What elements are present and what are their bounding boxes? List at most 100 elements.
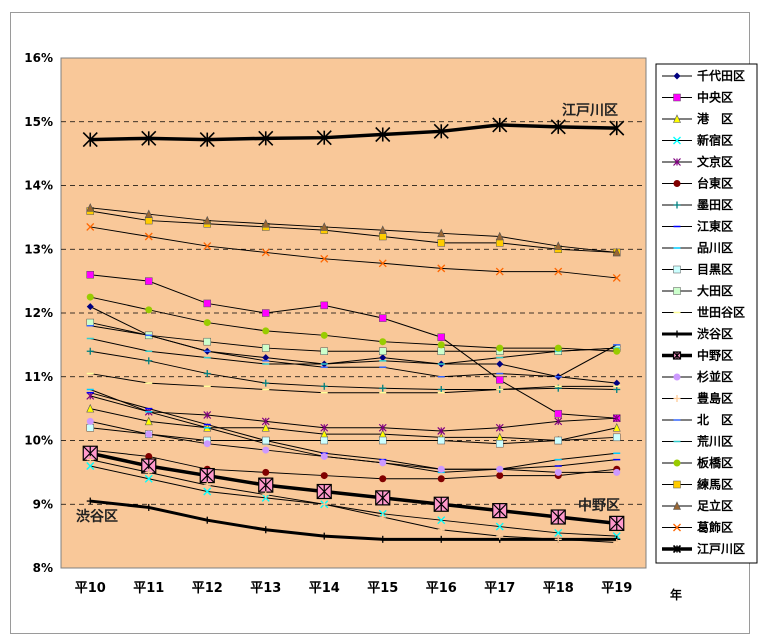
data-point <box>261 417 270 426</box>
data-point <box>379 347 387 355</box>
legend-label: 杉並区 <box>697 369 733 384</box>
data-point <box>673 201 681 209</box>
legend-label: 中央区 <box>697 90 733 105</box>
data-point <box>554 344 562 352</box>
legend-label: 文京区 <box>697 154 733 169</box>
data-point <box>437 228 446 238</box>
data-point <box>554 409 562 418</box>
legend-label: 千代田区 <box>697 68 745 83</box>
legend-item: 江東区 <box>662 219 733 234</box>
x-tick-label: 平12 <box>192 581 223 596</box>
data-point <box>86 417 94 425</box>
data-point <box>144 209 153 218</box>
data-point <box>496 472 504 480</box>
data-point <box>672 544 682 554</box>
data-point <box>145 277 153 285</box>
y-tick-labels: 8% 9% 10% 11% 12% 13% 14% 15% 16% <box>24 51 53 575</box>
data-point <box>613 468 621 476</box>
data-point <box>492 503 508 519</box>
data-point <box>203 481 211 489</box>
data-point <box>554 417 563 426</box>
annotation-shibuya: 渋谷区 <box>76 508 118 525</box>
legend-item: 板橋区 <box>662 455 733 470</box>
x-tick-label: 平19 <box>601 581 632 596</box>
data-point <box>320 436 328 445</box>
x-tick-label: 平16 <box>426 581 457 596</box>
x-tick-label: 平14 <box>309 581 340 596</box>
y-tick-label: 9% <box>33 497 53 511</box>
data-point <box>673 287 681 295</box>
data-point <box>437 264 446 273</box>
legend-label: 中野区 <box>697 348 733 363</box>
data-point <box>144 474 153 483</box>
legend-item: 世田谷区 <box>662 305 745 320</box>
data-point <box>203 242 212 251</box>
legend-label: 江戸川区 <box>697 541 745 556</box>
data-point <box>437 475 445 483</box>
data-point <box>495 231 504 241</box>
series-1 <box>86 271 621 422</box>
x-tick-label: 平18 <box>543 581 574 596</box>
data-point <box>262 344 270 352</box>
legend-item: 中野区 <box>662 348 733 363</box>
data-point <box>554 468 562 476</box>
legend-item: 千代田区 <box>662 68 745 83</box>
series-2 <box>86 403 621 445</box>
data-point <box>86 497 94 505</box>
data-point <box>320 500 328 508</box>
legend-item: 文京区 <box>662 154 733 169</box>
data-point <box>375 490 391 506</box>
legend-label: 北 区 <box>697 412 733 427</box>
series-line <box>90 392 617 470</box>
series-line <box>90 325 617 378</box>
data-point <box>320 382 328 390</box>
legend-label: 港 区 <box>697 111 733 126</box>
data-point <box>261 248 270 257</box>
data-point <box>496 360 504 368</box>
data-point <box>673 330 681 338</box>
legend-item: 目黒区 <box>662 263 733 277</box>
legend-item: 中央区 <box>662 90 733 105</box>
data-point <box>550 509 566 525</box>
data-point <box>141 130 157 146</box>
data-point <box>262 354 270 362</box>
data-point <box>262 379 270 387</box>
data-point <box>262 309 270 317</box>
grid-lines <box>61 121 646 505</box>
legend-item: 墨田区 <box>662 198 733 212</box>
data-point <box>86 293 94 301</box>
annotations: 江戸川区 渋谷区 中野区 <box>76 102 620 525</box>
data-point <box>86 271 94 279</box>
data-point <box>673 395 681 402</box>
data-point <box>673 501 681 510</box>
series-line <box>90 338 617 365</box>
data-point <box>492 117 508 133</box>
data-point <box>203 411 212 419</box>
data-point <box>612 414 621 423</box>
data-point <box>262 446 270 454</box>
series-line <box>90 210 617 253</box>
series-line <box>90 395 617 432</box>
data-point <box>554 528 563 537</box>
legend-item: 北 区 <box>662 412 733 427</box>
data-point <box>86 347 94 355</box>
legend-label: 練馬区 <box>697 477 733 492</box>
data-point <box>609 120 625 136</box>
data-point <box>437 465 445 473</box>
series-4 <box>86 391 621 435</box>
series-9 <box>86 424 621 448</box>
series-22 <box>82 117 625 148</box>
series-14 <box>86 417 621 476</box>
data-point <box>86 222 95 231</box>
legend-label: 荒川区 <box>696 434 733 449</box>
data-point <box>673 265 681 274</box>
data-point <box>672 351 682 360</box>
data-point <box>613 347 621 355</box>
data-point <box>82 445 98 461</box>
data-point <box>86 403 95 413</box>
x-tick-label: 平11 <box>133 581 164 596</box>
data-point <box>379 535 387 543</box>
data-point <box>145 430 153 438</box>
